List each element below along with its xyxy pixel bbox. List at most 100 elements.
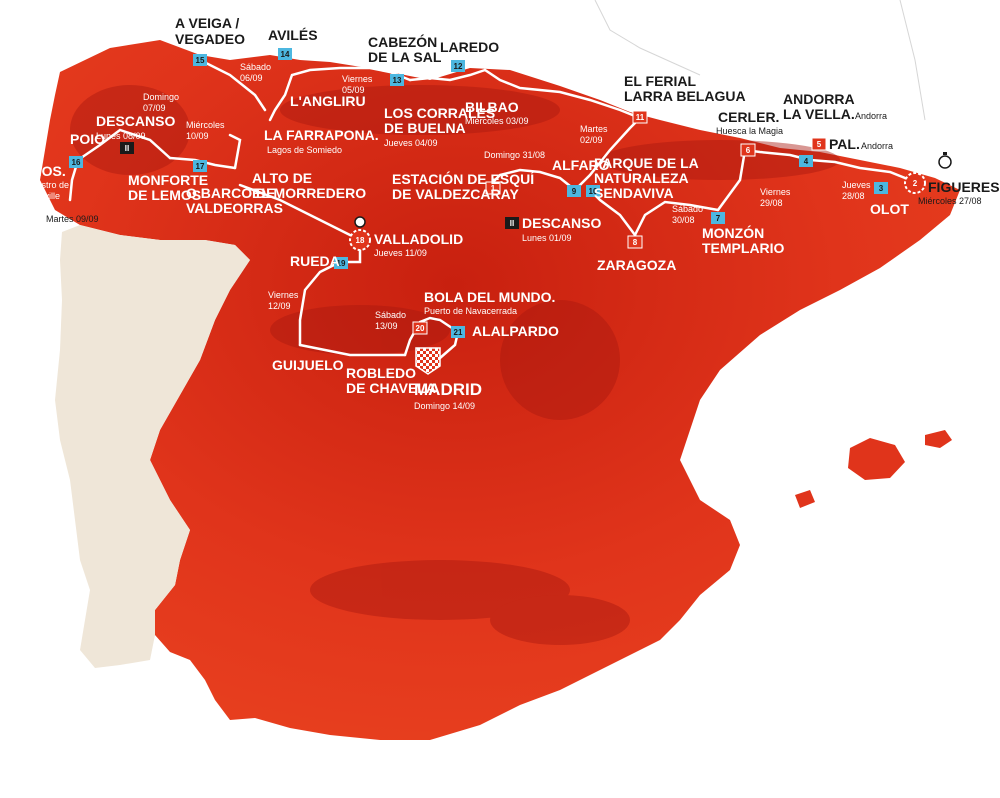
svg-text:14: 14 bbox=[281, 50, 290, 59]
stage-badge-13[interactable]: 13 bbox=[390, 74, 404, 86]
label-corrales-date: Jueves 04/09 bbox=[384, 138, 438, 148]
label-cerler: CERLER. bbox=[718, 109, 779, 125]
label-el-morredero: EL MORREDERO bbox=[252, 185, 366, 201]
label-vegadeo: VEGADEO bbox=[175, 31, 245, 47]
stage-badge-8[interactable]: 8 bbox=[627, 235, 643, 249]
stage-badge-3[interactable]: 3 bbox=[874, 182, 888, 194]
label-a-veiga: A VEIGA / bbox=[175, 15, 239, 31]
stage-badge-1[interactable]: 1 bbox=[485, 181, 501, 195]
label-miercoles-10: 10/09 bbox=[186, 131, 209, 141]
svg-text:16: 16 bbox=[72, 158, 81, 167]
stage-badge-17[interactable]: 17 bbox=[193, 160, 207, 172]
label-cerler-date-day: Viernes bbox=[760, 187, 791, 197]
spain-landmass bbox=[40, 40, 960, 740]
label-bola-sub: Puerto de Navacerrada bbox=[424, 306, 517, 316]
label-de-lemos: DE LEMOS bbox=[128, 187, 201, 203]
label-madrid-date: Domingo 14/09 bbox=[414, 401, 475, 411]
label-descanso-1: DESCANSO bbox=[522, 215, 601, 231]
svg-text:10: 10 bbox=[589, 187, 598, 196]
label-alfaro: ALFARO bbox=[552, 157, 610, 173]
svg-text:7: 7 bbox=[716, 214, 721, 223]
label-mos: MOS. bbox=[30, 163, 66, 179]
label-larra-belagua: LARRA BELAGUA bbox=[624, 88, 746, 104]
label-cerler-sub: Huesca la Magia bbox=[716, 126, 783, 136]
label-zaragoza-date-day: Sábado bbox=[672, 204, 703, 214]
stage-badge-4[interactable]: 4 bbox=[799, 155, 813, 167]
label-monzon: MONZÓN bbox=[702, 224, 764, 241]
stage-badge-9[interactable]: 9 bbox=[567, 185, 581, 197]
label-alfaro-date: 02/09 bbox=[580, 135, 603, 145]
stage-badge-21[interactable]: 21 bbox=[451, 326, 465, 338]
stage-badge-7[interactable]: 7 bbox=[711, 212, 725, 224]
france-border-line bbox=[594, 0, 926, 121]
label-angliru: L'ANGLIRU bbox=[290, 93, 366, 109]
svg-text:5: 5 bbox=[817, 140, 822, 149]
label-figueres: FIGUERES bbox=[928, 179, 1000, 195]
label-cabezon-date-day: Viernes bbox=[342, 74, 373, 84]
svg-text:8: 8 bbox=[633, 238, 638, 247]
label-valdezcaray: DE VALDEZCARAY bbox=[392, 186, 519, 202]
label-miercoles-10-day: Miércoles bbox=[186, 120, 225, 130]
label-domingo-07-day: Domingo bbox=[143, 92, 179, 102]
label-los-corrales: LOS CORRALES bbox=[384, 105, 495, 121]
label-zaragoza-date: 30/08 bbox=[672, 215, 695, 225]
svg-text:15: 15 bbox=[196, 56, 205, 65]
label-templario: TEMPLARIO bbox=[702, 240, 785, 256]
label-andorra: ANDORRA bbox=[783, 91, 855, 107]
svg-text:12: 12 bbox=[454, 62, 463, 71]
label-el-ferial: EL FERIAL bbox=[624, 73, 697, 89]
stage-badge-15[interactable]: 15 bbox=[193, 54, 207, 66]
stage-badge-12[interactable]: 12 bbox=[451, 60, 465, 72]
svg-text:1: 1 bbox=[491, 184, 496, 193]
place-labels: A VEIGA / VEGADEO AVILÉS CABEZÓN DE LA S… bbox=[30, 15, 1000, 411]
label-guijuelo: GUIJUELO bbox=[272, 357, 344, 373]
label-bola-date-day: Sábado bbox=[375, 310, 406, 320]
stage-badge-11[interactable]: 11 bbox=[632, 110, 648, 124]
label-de-chavela: DE CHAVELA bbox=[346, 380, 436, 396]
stage-badge-2[interactable]: 2 bbox=[904, 172, 926, 194]
label-olot: OLOT bbox=[870, 201, 909, 217]
label-de-buelna: DE BUELNA bbox=[384, 120, 466, 136]
stage-badge-10[interactable]: 10 bbox=[586, 185, 600, 197]
relief-shading bbox=[70, 85, 840, 645]
race-route bbox=[68, 58, 917, 360]
svg-text:3: 3 bbox=[879, 184, 884, 193]
label-rueda-date: 12/09 bbox=[268, 301, 291, 311]
label-descanso-2-date: Lunes 08/09 bbox=[96, 131, 146, 141]
svg-text:6: 6 bbox=[746, 146, 751, 155]
label-figueres-date: Miércoles 27/08 bbox=[918, 196, 982, 206]
svg-text:20: 20 bbox=[416, 324, 425, 333]
svg-text:II: II bbox=[125, 144, 129, 153]
label-cabezon: CABEZÓN bbox=[368, 33, 437, 50]
label-naturaleza: NATURALEZA bbox=[594, 170, 689, 186]
label-andorra-small: Andorra bbox=[855, 111, 887, 121]
svg-text:9: 9 bbox=[572, 187, 577, 196]
label-pal: PAL. bbox=[829, 136, 860, 152]
label-domingo-07: 07/09 bbox=[143, 103, 166, 113]
svg-text:4: 4 bbox=[804, 157, 809, 166]
label-bola-date: 13/09 bbox=[375, 321, 398, 331]
label-o-barco: O BARCO DE bbox=[186, 185, 275, 201]
stage-badge-18[interactable]: 18 bbox=[349, 229, 371, 251]
stage-badge-16[interactable]: 16 bbox=[69, 156, 83, 168]
label-laredo: LAREDO bbox=[440, 39, 499, 55]
stage-badge-20[interactable]: 20 bbox=[412, 321, 428, 335]
stage-badge-14[interactable]: 14 bbox=[278, 48, 292, 60]
svg-text:18: 18 bbox=[356, 236, 365, 245]
stage-badge-5[interactable]: 5 bbox=[811, 137, 827, 151]
svg-text:17: 17 bbox=[196, 162, 205, 171]
svg-text:11: 11 bbox=[636, 113, 645, 122]
label-descanso-1-date: Lunes 01/09 bbox=[522, 233, 572, 243]
label-aviles-date-day: Sábado bbox=[240, 62, 271, 72]
label-valdezcaray-date: Domingo 31/08 bbox=[484, 150, 545, 160]
stopwatch-icon bbox=[354, 216, 366, 228]
label-sendaviva: SENDAVIVA bbox=[594, 185, 674, 201]
label-aviles: AVILÉS bbox=[268, 27, 318, 43]
rest-day-badge-2: II bbox=[120, 142, 134, 154]
label-robledo: ROBLEDO bbox=[346, 365, 416, 381]
stage-badge-19[interactable]: 19 bbox=[334, 257, 348, 269]
label-estacion: ESTACIÓN DE ESQUÍ bbox=[392, 170, 535, 187]
stage-badge-6[interactable]: 6 bbox=[740, 143, 756, 157]
label-farrapona-sub: Lagos de Somiedo bbox=[267, 145, 342, 155]
